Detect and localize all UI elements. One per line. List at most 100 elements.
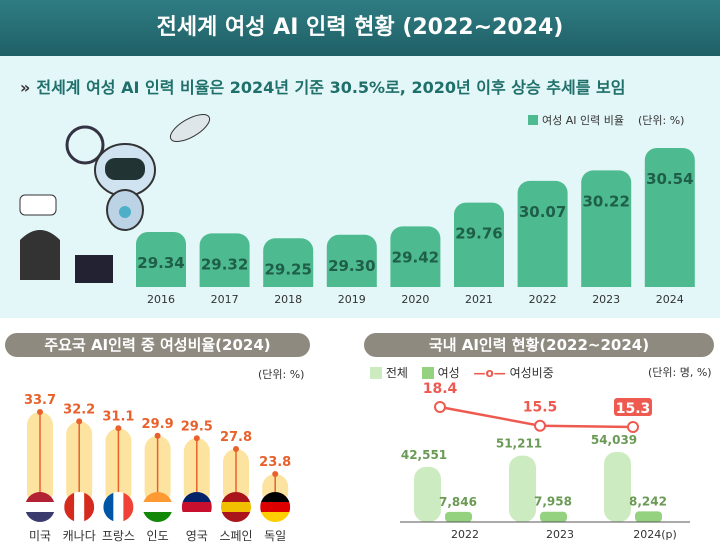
data-label: 29.9 <box>142 417 174 432</box>
data-label: 30.22 <box>582 192 629 210</box>
data-label: 31.1 <box>102 409 134 424</box>
stripe <box>260 502 291 512</box>
domestic-unit: (단위: 명, %) <box>648 366 712 379</box>
data-label: 33.7 <box>24 393 56 408</box>
data-label: 32.2 <box>63 402 95 417</box>
stripe <box>260 492 291 502</box>
dot <box>233 445 239 452</box>
legend-swatch <box>528 115 538 125</box>
data-label: 29.25 <box>264 260 311 278</box>
x-tick-label: 2018 <box>274 293 302 306</box>
bar-female <box>445 511 472 522</box>
x-tick-label: 2021 <box>465 293 493 306</box>
india-flag-icon <box>142 492 173 522</box>
dot <box>193 435 200 442</box>
legend-ratio: 여성비중 <box>509 366 554 380</box>
x-tick-label: 2016 <box>147 293 175 306</box>
bar <box>517 180 568 287</box>
data-label-total: 54,039 <box>591 433 637 447</box>
stripe <box>142 492 173 502</box>
ratio-point <box>627 421 639 433</box>
bar-female <box>540 511 567 522</box>
stripe <box>25 512 55 522</box>
data-label: 29.32 <box>201 255 248 273</box>
x-tick-label: 2024 <box>656 293 684 306</box>
bar <box>390 226 441 287</box>
data-label: 29.30 <box>328 257 375 275</box>
ratio-point <box>534 419 546 432</box>
country-label: 미국 <box>29 529 51 543</box>
data-label: 27.8 <box>220 430 252 445</box>
stripe <box>25 502 55 512</box>
bar <box>326 234 377 287</box>
france-flag-icon <box>103 492 134 522</box>
bar <box>199 233 250 287</box>
data-label: 23.8 <box>259 455 291 470</box>
country-chart-title: 주요국 AI인력 중 여성비율(2024) <box>5 333 310 357</box>
data-label: 29.5 <box>181 419 213 434</box>
highlight-badge <box>614 398 652 416</box>
data-label: 29.34 <box>137 254 184 272</box>
ratio-label: 15.3 <box>616 401 651 417</box>
dot <box>272 471 279 477</box>
ratio-point <box>434 401 446 413</box>
canada-flag-icon <box>64 492 95 522</box>
page-title: 전세계 여성 AI 인력 현황 (2022~2024) <box>0 0 720 56</box>
x-tick-label: 2023 <box>546 528 574 541</box>
ratio-label: 18.4 <box>423 381 458 397</box>
spain-flag-icon <box>221 492 251 522</box>
stripe <box>181 502 212 512</box>
dot <box>154 432 161 439</box>
data-label: 30.07 <box>519 203 566 221</box>
data-label-female: 7,846 <box>439 495 477 509</box>
dot <box>37 409 43 415</box>
stripe <box>25 492 55 502</box>
stripe <box>260 512 291 522</box>
legend-swatch-total <box>370 367 382 379</box>
stripe <box>113 492 124 522</box>
stripe <box>84 492 95 522</box>
us-flag-icon <box>25 492 55 522</box>
bar <box>136 232 186 287</box>
stripe <box>142 512 173 522</box>
stripe <box>221 512 251 522</box>
stripe <box>221 502 251 512</box>
ratio-label: 15.5 <box>523 400 558 416</box>
x-tick-label: 2024(p) <box>633 528 677 541</box>
country-label: 인도 <box>147 529 169 543</box>
x-tick-label: 2022 <box>451 528 479 541</box>
headline-text: 전세계 여성 AI 인력 비율은 2024년 기준 30.5%로, 2020년 … <box>36 78 626 97</box>
country-unit: (단위: %) <box>258 368 305 381</box>
country-label: 캐나다 <box>63 529 96 543</box>
stripe <box>103 492 114 522</box>
unit-label: (단위: %) <box>637 114 685 127</box>
dot <box>115 425 122 432</box>
uk-flag-icon <box>181 492 212 522</box>
bar-total <box>509 455 536 522</box>
data-label-female: 7,958 <box>534 495 572 509</box>
bar <box>581 170 632 287</box>
headline: » 전세계 여성 AI 인력 비율은 2024년 기준 30.5%로, 2020년… <box>20 74 625 98</box>
bar <box>454 202 504 287</box>
country-label: 프랑스 <box>102 529 135 543</box>
legend: 여성 AI 인력 비율 (단위: %) <box>528 112 684 128</box>
bar <box>263 238 314 287</box>
x-tick-label: 2023 <box>592 293 620 306</box>
bar-total <box>604 452 631 522</box>
stripe <box>74 492 85 522</box>
data-label: 29.76 <box>455 225 502 243</box>
data-label: 29.42 <box>392 248 439 266</box>
country-label: 스페인 <box>219 529 252 543</box>
stripe <box>123 492 134 522</box>
bar-female <box>635 511 662 522</box>
stripe <box>181 492 212 502</box>
legend-female: 여성 <box>437 366 460 380</box>
data-label-female: 8,242 <box>629 494 667 508</box>
data-label-total: 42,551 <box>401 448 447 462</box>
bar-total <box>414 466 441 522</box>
country-label: 독일 <box>264 529 286 543</box>
stripe <box>142 502 173 512</box>
x-tick-label: 2022 <box>529 293 557 306</box>
stripe <box>181 512 212 522</box>
